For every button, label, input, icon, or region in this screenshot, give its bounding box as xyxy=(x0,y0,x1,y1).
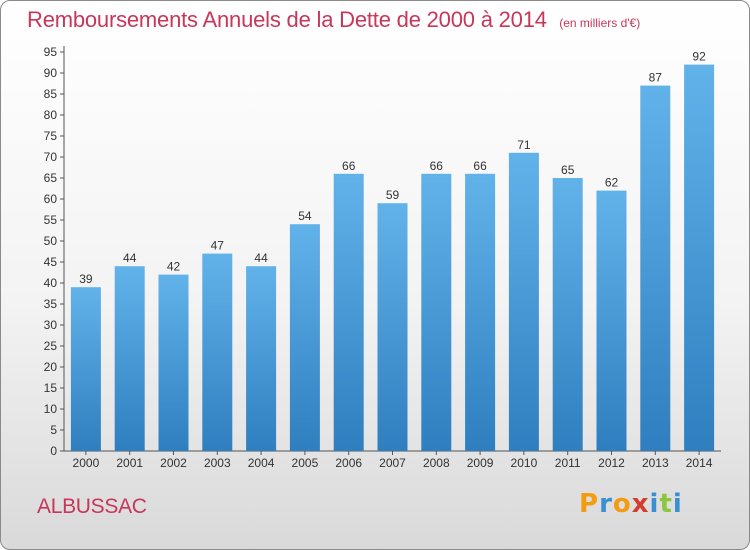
y-tick-label: 25 xyxy=(44,339,58,353)
x-tick-label: 2012 xyxy=(598,456,625,470)
chart-subtitle: (en milliers d'€) xyxy=(559,16,641,30)
data-label: 47 xyxy=(211,239,225,253)
data-label: 39 xyxy=(79,272,93,286)
chart-title: Remboursements Annuels de la Dette de 20… xyxy=(27,7,547,32)
x-tick-label: 2003 xyxy=(204,456,231,470)
data-label: 66 xyxy=(430,159,444,173)
y-tick-label: 85 xyxy=(44,87,58,101)
axes: 0 5 10 15 20 25 30 35 40 45 50 55 60 65 70 75 80 85 90 95 20… xyxy=(44,45,721,470)
bar xyxy=(421,173,452,452)
x-tick-label: 2008 xyxy=(423,456,450,470)
data-label: 65 xyxy=(561,163,575,177)
y-tick-label: 75 xyxy=(44,129,58,143)
data-label: 92 xyxy=(692,50,706,64)
logo-letter: P xyxy=(579,489,600,519)
bar xyxy=(246,266,277,451)
y-tick-label: 55 xyxy=(44,213,58,227)
y-tick-label: 60 xyxy=(44,192,58,206)
y-tick-label: 20 xyxy=(44,360,58,374)
x-tick-label: 2013 xyxy=(642,456,669,470)
y-tick-label: 10 xyxy=(44,402,58,416)
bar xyxy=(552,178,583,451)
y-tick-label: 0 xyxy=(50,444,57,458)
y-tick-label: 90 xyxy=(44,66,58,80)
bar xyxy=(158,274,189,451)
bar xyxy=(289,224,320,451)
bars xyxy=(70,64,715,452)
bar xyxy=(465,173,496,452)
logo-letter: i xyxy=(649,489,660,519)
x-tick-label: 2011 xyxy=(555,456,581,470)
bar xyxy=(114,266,145,451)
bar xyxy=(377,203,408,451)
commune-name: ALBUSSAC xyxy=(37,495,147,518)
x-tick-label: 2000 xyxy=(73,456,100,470)
bar xyxy=(684,64,715,451)
x-tick-label: 2005 xyxy=(292,456,319,470)
title-row: Remboursements Annuels de la Dette de 20… xyxy=(27,7,640,33)
y-tick-label: 80 xyxy=(44,108,58,122)
bar xyxy=(508,152,539,452)
logo-letter: i xyxy=(672,489,683,519)
proxiti-logo[interactable]: Proxiti xyxy=(579,489,683,519)
y-tick-label: 50 xyxy=(44,234,58,248)
data-label: 87 xyxy=(649,71,663,85)
data-label: 42 xyxy=(167,260,181,274)
data-label: 71 xyxy=(517,138,531,152)
y-tick-label: 35 xyxy=(44,297,58,311)
y-tick-label: 40 xyxy=(44,276,58,290)
x-tick-label: 2004 xyxy=(248,456,275,470)
y-tick-label: 15 xyxy=(44,381,58,395)
y-tick-label: 65 xyxy=(44,171,58,185)
logo-letter: o xyxy=(612,489,632,519)
bar xyxy=(202,253,233,451)
bar xyxy=(70,287,101,451)
y-tick-label: 45 xyxy=(44,255,58,269)
logo-letter: r xyxy=(599,489,613,519)
y-tick-label: 95 xyxy=(44,45,58,59)
y-tick-label: 5 xyxy=(50,423,57,437)
data-label: 66 xyxy=(342,159,356,173)
data-label: 44 xyxy=(254,251,268,265)
data-label: 66 xyxy=(473,159,487,173)
bar xyxy=(333,173,364,452)
logo-letter: x xyxy=(631,489,650,519)
x-tick-label: 2007 xyxy=(379,456,406,470)
x-tick-label: 2006 xyxy=(335,456,362,470)
bar xyxy=(640,85,671,451)
y-tick-label: 30 xyxy=(44,318,58,332)
data-label: 62 xyxy=(605,176,619,190)
data-label: 44 xyxy=(123,251,137,265)
y-tick-label: 70 xyxy=(44,150,58,164)
data-label: 59 xyxy=(386,188,400,202)
data-labels: 39 44 42 47 44 54 66 59 66 66 71 65 62 87 92 xyxy=(79,50,706,287)
x-tick-label: 2014 xyxy=(686,456,713,470)
x-tick-label: 2010 xyxy=(511,456,538,470)
bar xyxy=(596,190,627,451)
x-tick-label: 2001 xyxy=(116,456,143,470)
logo-letter: t xyxy=(659,489,673,519)
data-label: 54 xyxy=(298,209,312,223)
x-tick-label: 2002 xyxy=(160,456,187,470)
x-tick-label: 2009 xyxy=(467,456,494,470)
